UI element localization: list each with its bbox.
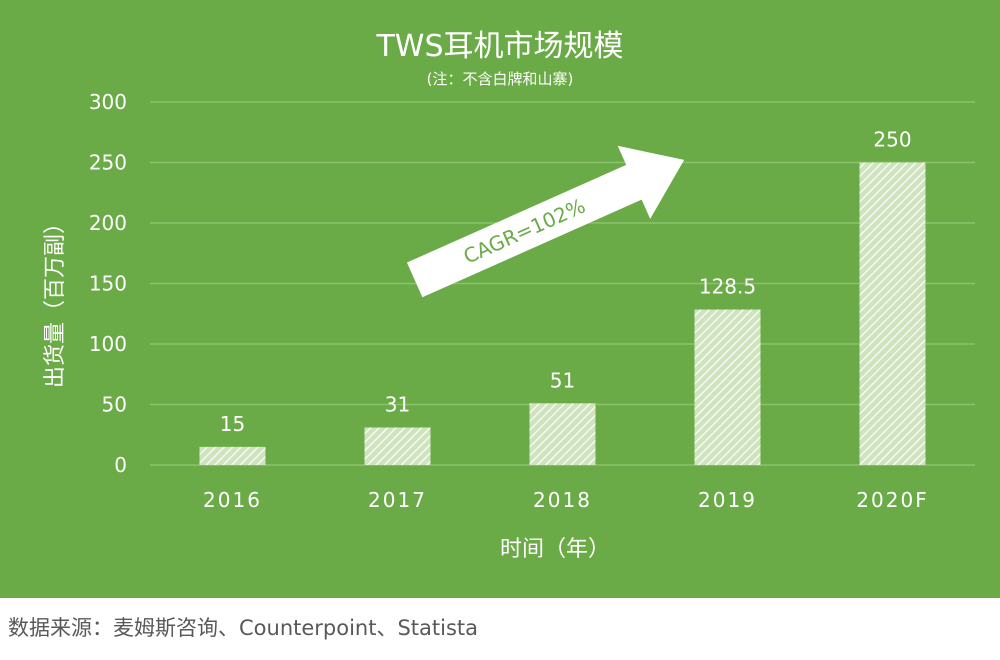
y-tick-label: 150 — [89, 272, 127, 296]
data-label: 15 — [220, 412, 245, 436]
y-tick-label: 250 — [89, 151, 127, 175]
y-tick-label: 100 — [89, 332, 127, 356]
y-axis-label: 出货量（百万副） — [43, 212, 68, 388]
bar-chart: TWS耳机市场规模 (注：不含白牌和山寨) 0 50 100 150 200 250 300… — [43, 29, 975, 562]
bars — [199, 162, 926, 465]
bar-2020F — [859, 162, 926, 465]
source-note: 数据来源：麦姆斯咨询、Counterpoint、Statista — [8, 616, 479, 640]
x-tick-label: 2020F — [856, 488, 928, 512]
y-axis-ticks: 0 50 100 150 200 250 300 — [89, 90, 127, 477]
x-tick-label: 2019 — [698, 488, 757, 512]
chart-subtitle: (注：不含白牌和山寨) — [427, 70, 574, 88]
bar-2018 — [529, 403, 596, 465]
y-tick-label: 200 — [89, 211, 127, 235]
cagr-arrow: CAGR=102% — [406, 145, 685, 298]
bar-2016 — [199, 446, 266, 465]
x-tick-label: 2016 — [203, 488, 262, 512]
data-labels: 15 31 51 128.5 250 — [220, 128, 912, 436]
data-label: 128.5 — [699, 275, 756, 299]
chart-panel: TWS耳机市场规模 (注：不含白牌和山寨) 0 50 100 150 200 250 300… — [0, 0, 1000, 598]
cagr-arrow-shape — [406, 145, 685, 298]
bar-2017 — [364, 427, 431, 465]
y-tick-label: 0 — [114, 453, 127, 477]
y-tick-label: 50 — [102, 393, 127, 417]
x-tick-label: 2017 — [368, 488, 427, 512]
data-label: 31 — [385, 392, 410, 416]
data-label: 51 — [550, 368, 575, 392]
x-axis-ticks: 2016 2017 2018 2019 2020F — [203, 488, 928, 512]
data-label: 250 — [873, 128, 911, 152]
chart-title: TWS耳机市场规模 — [375, 29, 623, 64]
x-axis-label: 时间（年） — [500, 537, 610, 562]
bar-2019 — [694, 309, 761, 465]
x-tick-label: 2018 — [533, 488, 592, 512]
y-tick-label: 300 — [89, 90, 127, 114]
